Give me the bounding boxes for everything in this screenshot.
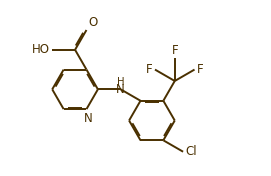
Text: F: F: [172, 43, 178, 56]
Text: F: F: [146, 62, 153, 76]
Text: N: N: [83, 112, 92, 125]
Text: O: O: [89, 16, 98, 29]
Text: N: N: [116, 83, 125, 96]
Text: H: H: [117, 77, 124, 87]
Text: Cl: Cl: [185, 145, 197, 158]
Text: HO: HO: [32, 43, 50, 56]
Text: F: F: [197, 62, 203, 76]
